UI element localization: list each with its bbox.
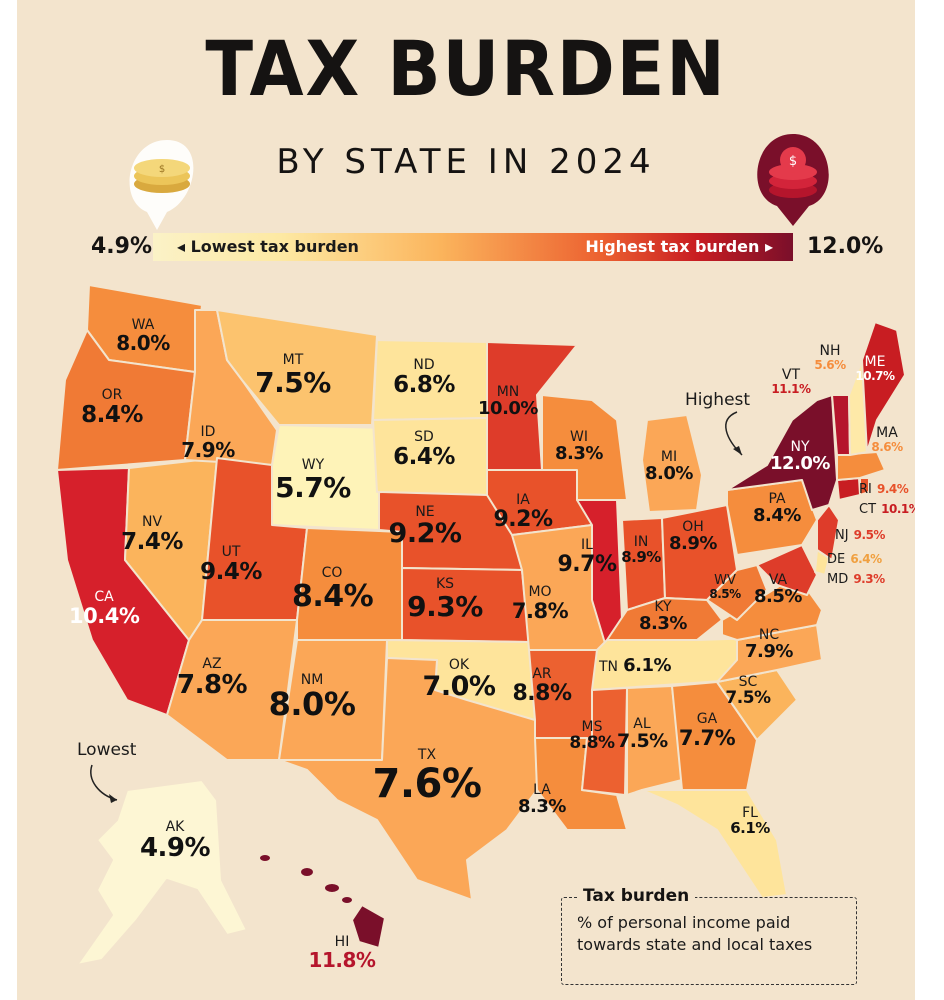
state-label-ca: CA 10.4% xyxy=(69,589,140,628)
chevron-right-icon: ▸ xyxy=(759,237,773,256)
infographic: TAX BURDEN BY STATE IN 2024 $ $ xyxy=(17,0,915,1000)
state-label-hi: HI 11.8% xyxy=(308,934,376,972)
state-label-ar: AR 8.8% xyxy=(512,666,572,706)
state-label-nv: NV 7.4% xyxy=(121,514,183,555)
state-label-nc: NC 7.9% xyxy=(745,627,793,662)
high-coins-icon: $ xyxy=(757,134,829,226)
svg-text:$: $ xyxy=(159,164,165,175)
state-label-co: CO 8.4% xyxy=(292,565,374,614)
state-label-id: ID 7.9% xyxy=(181,424,235,462)
state-label-ct: CT 10.1% xyxy=(859,502,915,517)
state-md xyxy=(756,544,818,596)
page-title: TAX BURDEN xyxy=(205,24,727,113)
map-graphics: $ $ xyxy=(56,134,906,966)
state-label-ma: MA 8.6% xyxy=(871,425,903,454)
info-box xyxy=(561,897,857,985)
svg-text:$: $ xyxy=(789,154,797,169)
state-label-mt: MT 7.5% xyxy=(255,352,331,399)
info-box-title: Tax burden xyxy=(577,886,696,906)
state-label-ne: NE 9.2% xyxy=(388,504,462,549)
state-label-nm: NM 8.0% xyxy=(268,672,356,723)
state-label-tx: TX 7.6% xyxy=(372,747,482,807)
state-wv xyxy=(706,564,768,621)
state-label-az: AZ 7.8% xyxy=(177,656,248,700)
legend-low-label: ◂ Lowest tax burden xyxy=(177,237,359,256)
state-ct xyxy=(836,477,861,501)
state-label-va: VA 8.5% xyxy=(754,572,802,607)
state-de xyxy=(814,549,830,576)
state-label-ga: GA 7.7% xyxy=(678,711,736,750)
state-label-pa: PA 8.4% xyxy=(753,491,801,526)
info-box-text: % of personal income paid towards state … xyxy=(577,913,813,955)
state-label-nj: NJ 9.5% xyxy=(835,528,885,543)
state-nj xyxy=(816,504,840,561)
state-label-nh: NH 5.6% xyxy=(814,343,846,372)
state-label-me: ME 10.7% xyxy=(855,354,895,383)
state-label-ok: OK 7.0% xyxy=(422,657,496,702)
chevron-left-icon: ◂ xyxy=(177,237,191,256)
state-ak xyxy=(76,779,248,966)
state-mn xyxy=(486,341,578,471)
state-ga xyxy=(671,681,758,791)
state-label-ia: IA 9.2% xyxy=(493,492,553,532)
legend-gradient-bar xyxy=(153,233,793,261)
state-label-wv: WV 8.5% xyxy=(709,573,741,601)
state-label-nd: ND 6.8% xyxy=(393,357,455,398)
state-label-sc: SC 7.5% xyxy=(725,674,771,708)
state-wy xyxy=(271,424,388,531)
lowest-arrow xyxy=(90,764,118,801)
state-label-ak: AK 4.9% xyxy=(139,819,211,863)
state-label-ky: KY 8.3% xyxy=(639,599,687,634)
state-label-oh: OH 8.9% xyxy=(669,519,717,554)
state-label-mn: MN 10.0% xyxy=(478,384,538,419)
state-label-wa: WA 8.0% xyxy=(116,317,170,355)
state-label-mi: MI 8.0% xyxy=(645,449,693,484)
page-subtitle: BY STATE IN 2024 xyxy=(276,142,656,182)
state-label-wy: WY 5.7% xyxy=(275,457,351,504)
state-label-fl: FL 6.1% xyxy=(730,805,770,837)
legend-min-value: 4.9% xyxy=(91,234,153,259)
state-label-ms: MS 8.8% xyxy=(569,719,615,753)
state-label-in: IN 8.9% xyxy=(621,534,661,566)
state-label-de: DE 6.4% xyxy=(827,552,882,567)
state-label-wi: WI 8.3% xyxy=(555,429,603,464)
state-label-il: IL 9.7% xyxy=(557,537,617,577)
state-label-md: MD 9.3% xyxy=(827,572,885,587)
state-label-ny: NY 12.0% xyxy=(770,439,830,474)
state-me xyxy=(861,321,906,453)
highest-annotation: Highest xyxy=(685,390,751,410)
state-label-la: LA 8.3% xyxy=(518,782,566,817)
state-label-ut: UT 9.4% xyxy=(200,544,262,585)
state-label-sd: SD 6.4% xyxy=(393,429,455,470)
legend-max-value: 12.0% xyxy=(807,234,884,259)
state-al xyxy=(626,685,683,796)
state-ny xyxy=(726,394,838,511)
state-label-or: OR 8.4% xyxy=(81,387,143,428)
state-label-ks: KS 9.3% xyxy=(407,576,483,623)
state-hi xyxy=(258,853,386,949)
state-label-tn: TN 6.1% xyxy=(598,655,672,676)
lowest-annotation: Lowest xyxy=(77,740,137,760)
state-label-vt: VT 11.1% xyxy=(771,367,811,396)
state-fl xyxy=(641,789,788,899)
state-label-mo: MO 7.8% xyxy=(511,584,569,623)
state-label-al: AL 7.5% xyxy=(617,716,668,752)
state-tx xyxy=(278,657,538,901)
state-ma xyxy=(836,451,886,481)
legend-high-label: Highest tax burden ▸ xyxy=(585,237,773,256)
low-coins-icon: $ xyxy=(129,140,194,230)
state-ri xyxy=(859,477,870,496)
state-label-ri: RI 9.4% xyxy=(859,482,909,497)
